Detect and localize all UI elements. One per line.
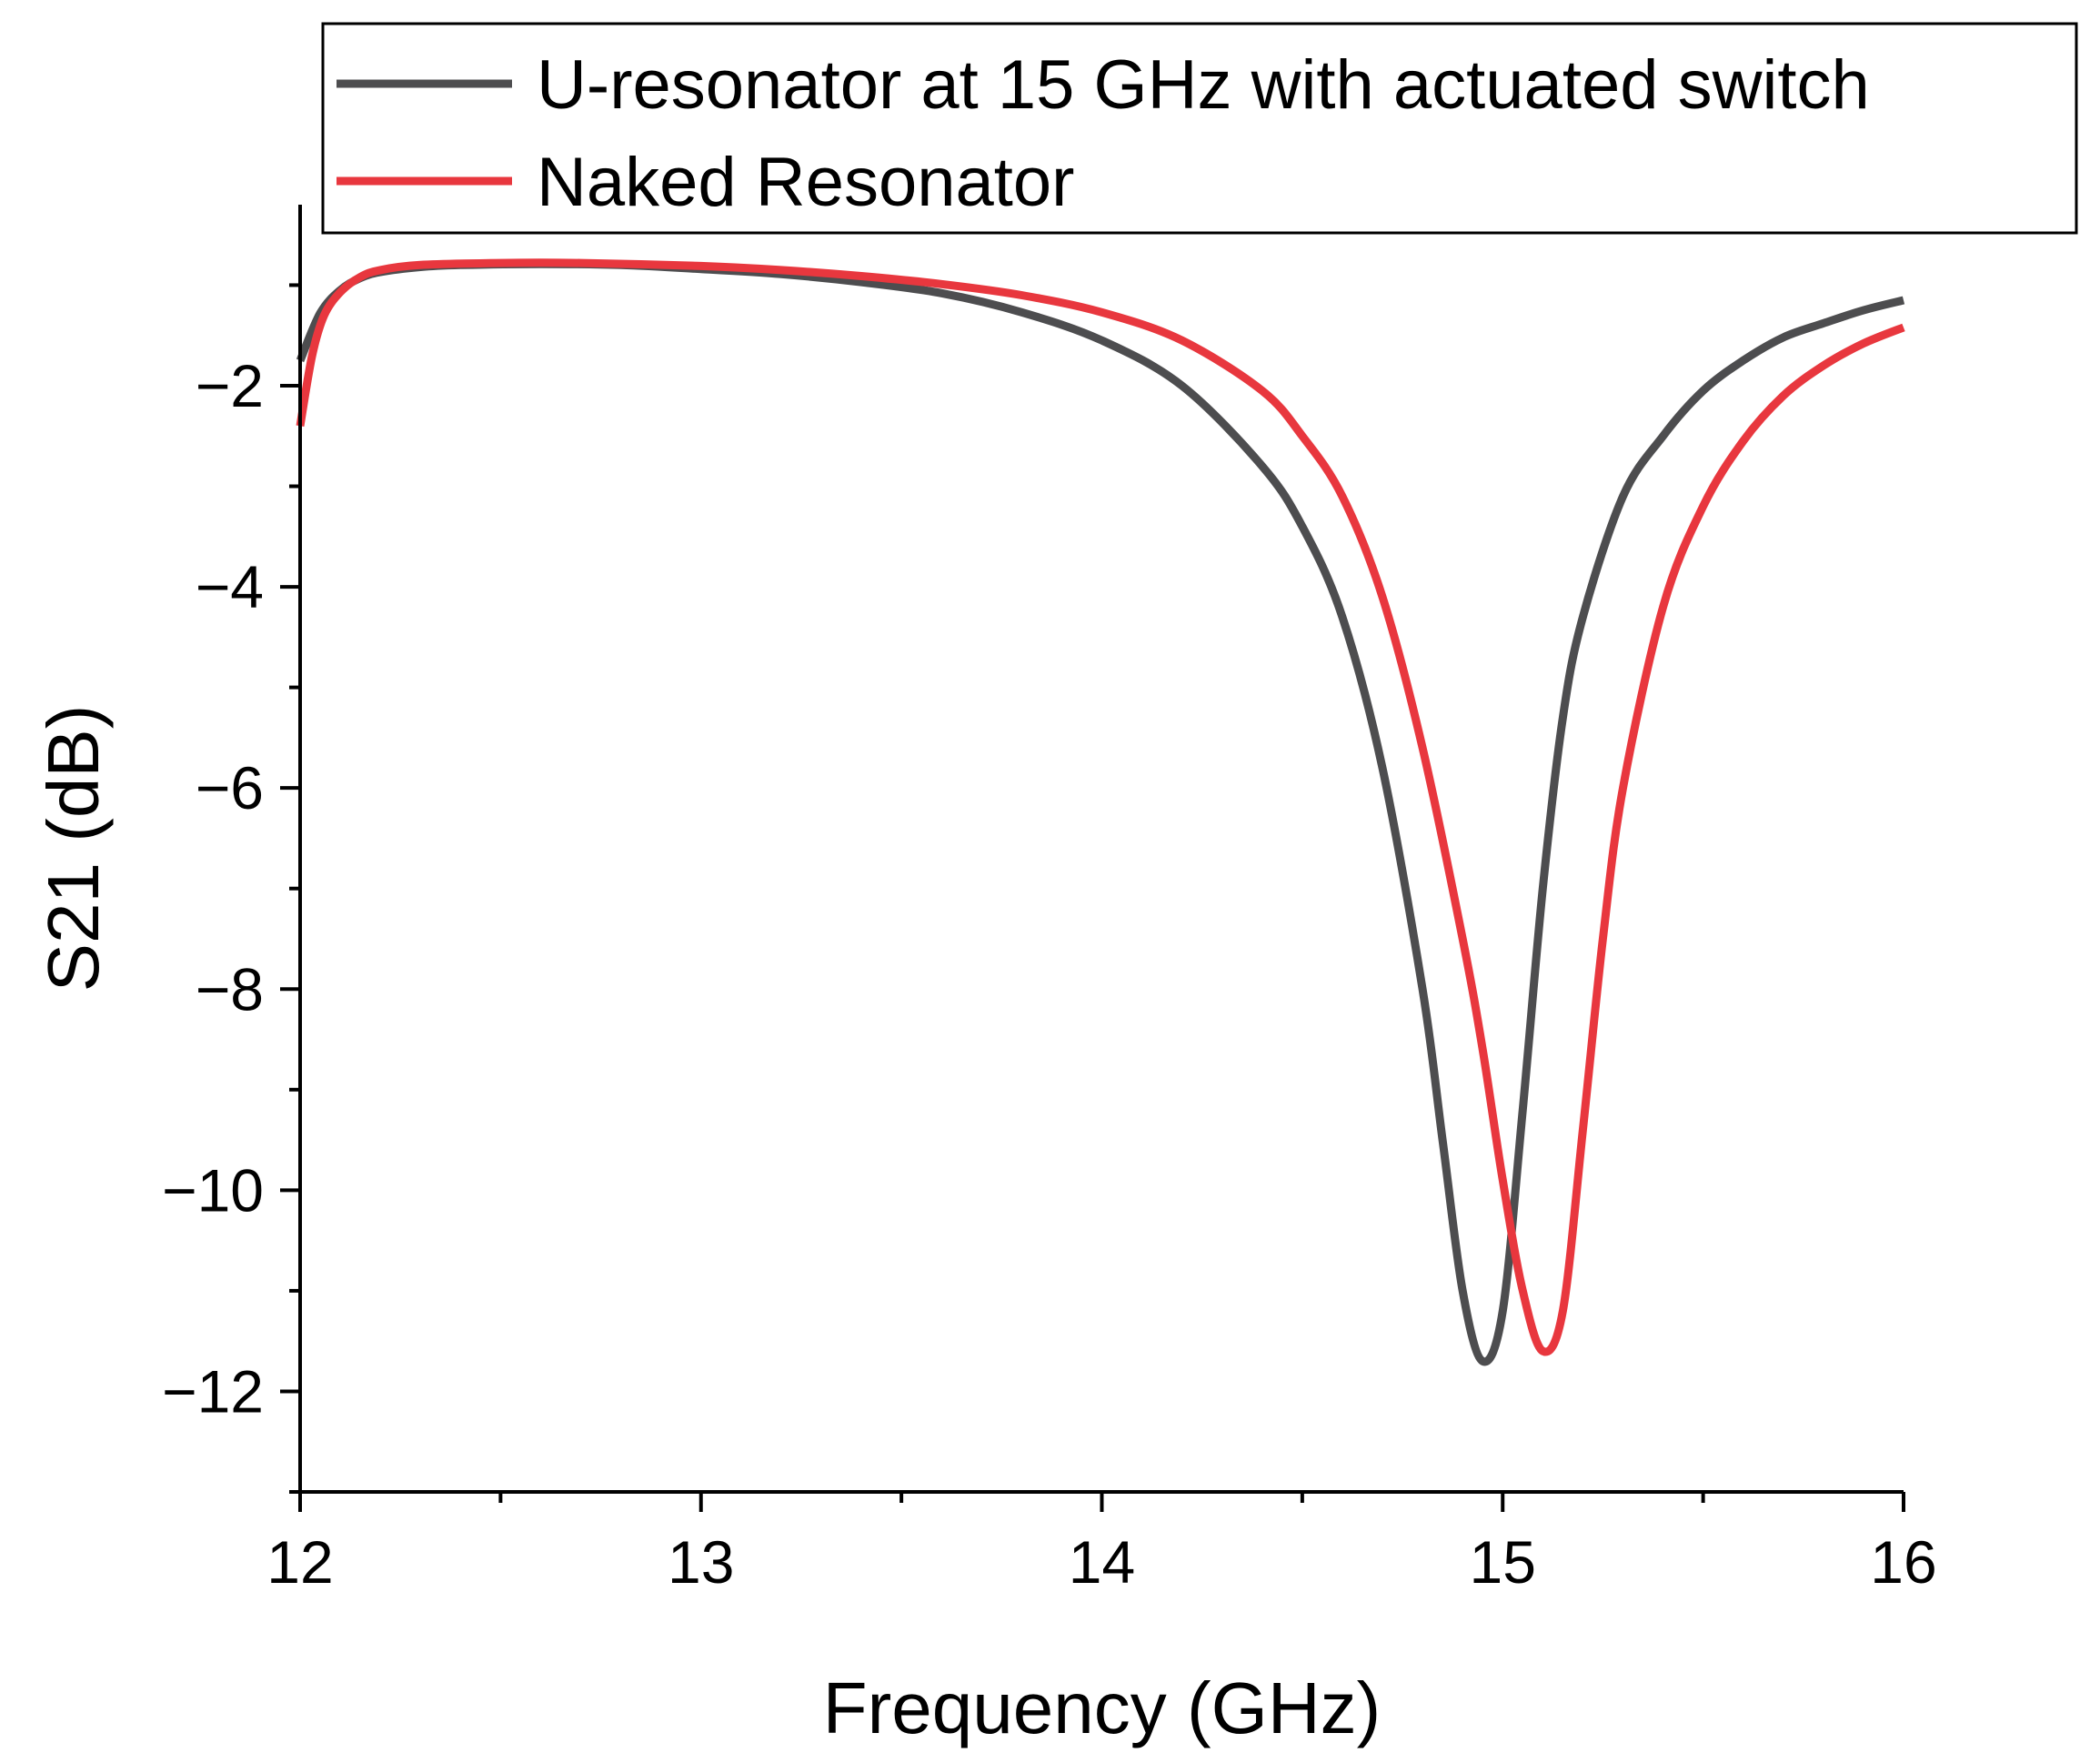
y-tick-label: −12 <box>162 1357 264 1425</box>
y-tick-label: −6 <box>196 754 264 821</box>
x-tick-label: 12 <box>266 1528 333 1596</box>
x-tick-label: 14 <box>1069 1528 1135 1596</box>
legend-label-0: U-resonator at 15 GHz with actuated swit… <box>537 46 1870 124</box>
y-tick-label: −4 <box>196 553 264 620</box>
legend: U-resonator at 15 GHz with actuated swit… <box>321 22 2078 235</box>
legend-box <box>321 22 2078 235</box>
series-line-0 <box>296 259 1905 1366</box>
y-tick-label: −10 <box>162 1156 264 1224</box>
x-axis-title: Frequency (GHz) <box>823 1667 1381 1748</box>
x-tick-label: 16 <box>1870 1528 1936 1596</box>
axes-layer <box>298 205 1904 1494</box>
ticks-layer: 12 13 14 15 16 −2 −4 −6 −8 −10 −12 <box>162 283 1937 1596</box>
legend-label-1: Naked Resonator <box>537 144 1074 221</box>
y-axis-title: S21 (dB) <box>33 705 114 992</box>
x-tick-label: 13 <box>668 1528 734 1596</box>
series-line-1 <box>296 258 1905 1356</box>
y-tick-label: −8 <box>196 955 264 1023</box>
x-tick-label: 15 <box>1470 1528 1536 1596</box>
series-layer <box>296 258 1905 1366</box>
y-tick-label: −2 <box>196 352 264 419</box>
